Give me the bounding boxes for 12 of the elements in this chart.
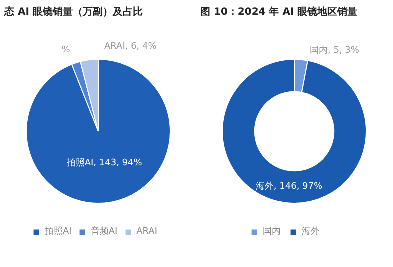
chart-title: 态 AI 眼镜销量（万副）及占比 xyxy=(4,6,143,18)
data-label: 国内, 5, 3% xyxy=(310,44,360,56)
data-label: ARAI, 6, 4% xyxy=(104,42,158,52)
legend-label: 音频AI xyxy=(90,226,118,238)
data-label: % xyxy=(62,46,71,56)
legend-label: 拍照AI xyxy=(45,226,72,238)
legend-label: 国内 xyxy=(263,226,282,238)
legend-label: ARAI xyxy=(136,226,158,236)
chart-title: 图 10：2024 年 AI 眼镜地区销量 xyxy=(200,6,358,18)
legend-label: 海外 xyxy=(302,226,321,238)
data-label: 拍照AI, 143, 94% xyxy=(66,157,143,168)
data-label: 海外, 146, 97% xyxy=(256,181,324,192)
